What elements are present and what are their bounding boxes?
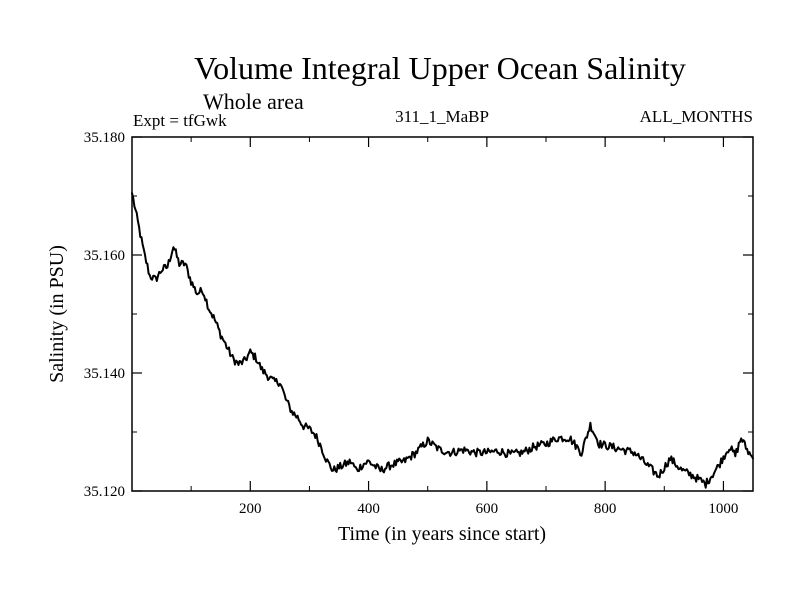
x-tick-label: 600 [476,501,499,517]
plot-frame [131,136,754,492]
y-tick-label: 35.140 [84,366,125,382]
y-axis-label: Salinity (in PSU) [46,245,68,383]
x-tick-label: 200 [239,501,262,517]
x-tick-label: 400 [357,501,380,517]
chart-title: Volume Integral Upper Ocean Salinity [194,50,686,86]
x-tick-label: 800 [594,501,617,517]
y-tick-label: 35.120 [84,484,125,500]
run-label: 311_1_MaBP [395,107,489,126]
x-axis-label: Time (in years since start) [338,523,546,545]
x-tick-label: 1000 [708,501,738,517]
y-axis-tick-labels: 35.120 35.140 35.160 35.180 [84,130,125,500]
chart-subtitle: Whole area [203,89,304,114]
x-axis-ticks [190,137,725,491]
y-tick-label: 35.180 [84,130,125,146]
months-label: ALL_MONTHS [640,107,753,126]
y-tick-label: 35.160 [84,248,125,264]
x-axis-tick-labels: 200 400 600 800 1000 [239,501,738,517]
salinity-series-line [131,192,754,489]
y-axis-ticks [132,136,753,492]
experiment-label: Expt = tfGwk [133,111,227,130]
